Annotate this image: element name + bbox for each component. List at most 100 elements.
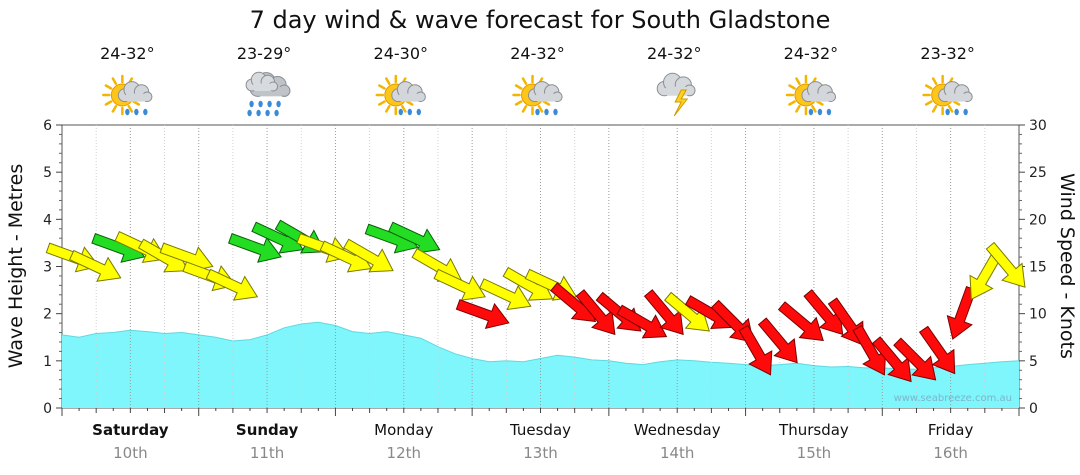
cloud-base bbox=[808, 93, 831, 102]
rain-drop bbox=[274, 109, 279, 117]
watermark: www.seabreeze.com.au bbox=[894, 393, 1012, 404]
sun-ray bbox=[947, 105, 954, 113]
day-date: 15th bbox=[797, 444, 831, 462]
rain-drop bbox=[134, 108, 139, 116]
rain-drop bbox=[407, 108, 412, 116]
wind-arrow bbox=[343, 238, 394, 273]
rain-drop bbox=[398, 108, 403, 116]
y-right-tick-label: 25 bbox=[1029, 165, 1047, 181]
rain-drop bbox=[808, 108, 814, 116]
day-temperature: 24-32° bbox=[510, 44, 565, 63]
cloud-shape bbox=[656, 72, 696, 97]
rain-drop bbox=[276, 100, 281, 108]
y-axis-right-label: Wind Speed - Knots bbox=[1056, 173, 1078, 359]
weather-icon-sun-cloud-showers bbox=[102, 74, 153, 116]
chart-title: 7 day wind & wave forecast for South Gla… bbox=[250, 6, 831, 34]
cloud-base bbox=[398, 93, 421, 102]
weather-icon-sun-cloud-showers bbox=[512, 74, 563, 116]
rain-drop bbox=[143, 108, 148, 116]
rain-drop bbox=[954, 108, 959, 116]
rain-drop bbox=[265, 109, 270, 117]
rain-drop bbox=[247, 109, 252, 117]
rain-drop bbox=[963, 108, 968, 116]
cloud-shape bbox=[938, 81, 973, 103]
day-temperature: 24-32° bbox=[100, 44, 155, 63]
rain-drop bbox=[125, 108, 130, 116]
day-temperature: 24-32° bbox=[784, 44, 839, 63]
wind-arrow bbox=[227, 233, 282, 263]
sun-ray bbox=[931, 105, 938, 113]
day-date: 13th bbox=[523, 444, 557, 462]
rain-drop bbox=[267, 100, 272, 108]
cloud-shape bbox=[117, 81, 153, 103]
rain-drop bbox=[945, 108, 950, 116]
sun-ray bbox=[788, 100, 796, 106]
sun-ray bbox=[521, 105, 528, 113]
sun-ray bbox=[385, 105, 391, 113]
y-right-tick-label: 5 bbox=[1029, 354, 1038, 370]
wind-arrow bbox=[738, 324, 773, 376]
rain-drop bbox=[535, 108, 540, 116]
rain-drop bbox=[249, 100, 254, 108]
y-right-tick-label: 0 bbox=[1029, 401, 1038, 417]
day-date: 11th bbox=[250, 444, 284, 462]
sun-ray bbox=[788, 84, 796, 90]
y-left-tick-label: 1 bbox=[43, 354, 52, 370]
cloud-shape bbox=[801, 81, 837, 103]
wind-arrow bbox=[68, 249, 122, 282]
day-name: Wednesday bbox=[634, 421, 721, 439]
sun-ray bbox=[521, 77, 528, 85]
y-left-tick-label: 4 bbox=[43, 212, 52, 228]
weather-icon-sun-cloud-showers bbox=[785, 74, 837, 116]
sun-ray bbox=[385, 77, 391, 85]
sun-ray bbox=[127, 105, 134, 113]
sun-ray bbox=[104, 100, 113, 106]
sun-ray bbox=[514, 84, 523, 90]
sun-ray bbox=[815, 100, 824, 106]
sun-ray bbox=[924, 100, 933, 106]
rain-drop bbox=[826, 108, 832, 116]
weather-icon-sun-cloud-showers bbox=[375, 74, 426, 116]
day-name: Tuesday bbox=[509, 421, 571, 439]
cloud-base bbox=[252, 83, 274, 91]
wind-arrow bbox=[455, 299, 510, 330]
day-name: Thursday bbox=[778, 421, 849, 439]
cloud-base bbox=[945, 93, 968, 102]
wind-arrow bbox=[433, 268, 487, 301]
day-temperature: 24-30° bbox=[374, 44, 429, 63]
sun-ray bbox=[111, 77, 118, 85]
y-left-tick-label: 3 bbox=[43, 260, 52, 276]
rain-drop bbox=[256, 109, 261, 117]
rain-drop bbox=[416, 108, 421, 116]
day-date: 10th bbox=[113, 444, 147, 462]
wind-arrow bbox=[757, 317, 798, 364]
sun-ray bbox=[811, 105, 817, 113]
cloud-shape bbox=[528, 81, 563, 103]
cloud-shape bbox=[245, 71, 279, 92]
y-right-tick-label: 15 bbox=[1029, 260, 1047, 276]
wind-arrow bbox=[205, 268, 259, 301]
y-left-tick-label: 2 bbox=[43, 307, 52, 323]
rain-drop bbox=[817, 108, 823, 116]
weather-icon-sun-cloud-showers bbox=[922, 74, 973, 116]
rain-drop bbox=[544, 108, 549, 116]
wind-arrow bbox=[616, 304, 668, 339]
sun-ray bbox=[514, 100, 523, 106]
y-right-tick-label: 30 bbox=[1029, 118, 1047, 134]
sun-ray bbox=[405, 100, 414, 106]
sun-ray bbox=[537, 105, 544, 113]
day-labels: Saturday 10th Sunday 11th Monday 12th Tuesday 1… bbox=[92, 421, 973, 462]
sun-ray bbox=[378, 100, 386, 106]
y-right-tick-label: 20 bbox=[1029, 212, 1047, 228]
day-date: 12th bbox=[387, 444, 421, 462]
wind-arrow bbox=[479, 278, 532, 311]
day-name: Sunday bbox=[236, 421, 299, 439]
wind-arrow bbox=[893, 337, 937, 381]
y-left-tick-label: 6 bbox=[43, 118, 52, 134]
lightning-bolt bbox=[673, 89, 689, 117]
weather-icon-thunderstorm bbox=[656, 72, 696, 117]
day-temperature: 23-29° bbox=[237, 44, 292, 63]
day-name: Saturday bbox=[92, 421, 169, 439]
axes-layer: 0 1 2 3 4 5 6 0 5 10 15 20 25 30 bbox=[43, 118, 1047, 417]
